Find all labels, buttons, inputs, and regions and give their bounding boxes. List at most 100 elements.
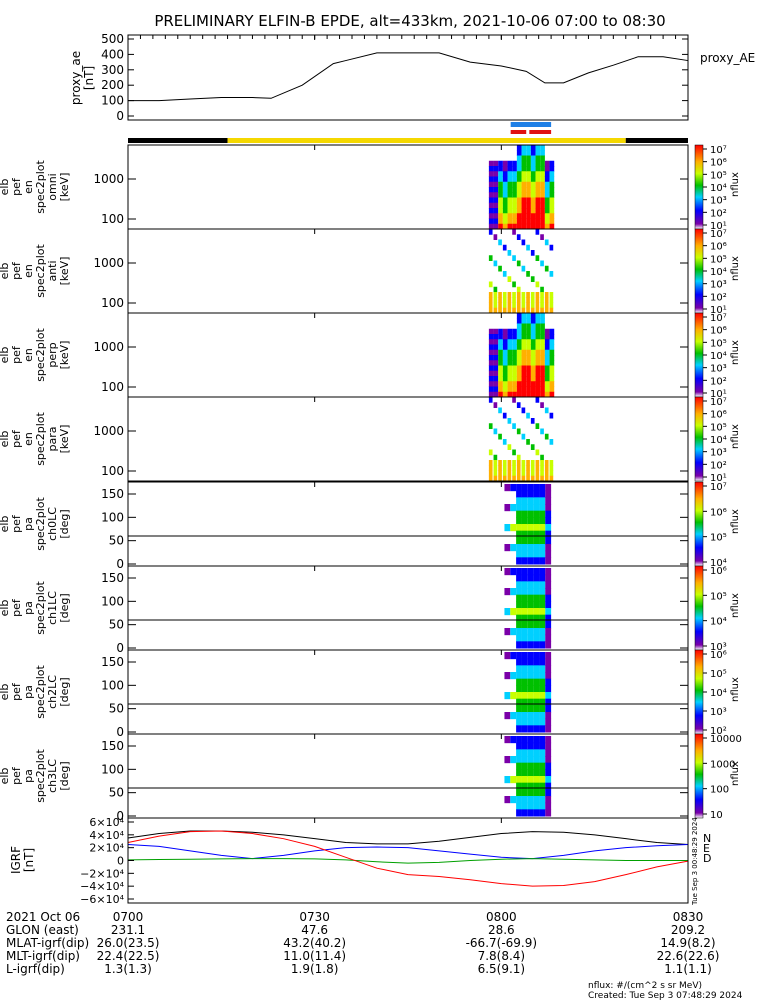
heatmap-cell [498,386,503,393]
heatmap-cell [510,524,517,532]
heatmap-cell [521,568,528,576]
heatmap-cell [507,197,513,204]
heatmap-cell [527,510,534,518]
heatmap-cell [521,665,528,673]
heatmap-cell [549,197,555,204]
heatmap-cell [493,344,499,351]
y-axis-label-line: spec2plot [34,581,47,635]
heatmap-cell [539,652,546,660]
y-tick-label: 100 [101,212,124,226]
heatmap-cell [526,307,530,314]
heatmap-cell [540,166,545,172]
heatmap-cell [516,736,522,744]
heatmap-cell [527,568,534,576]
heatmap-cell [527,776,534,784]
heatmap-cell [533,712,540,720]
colorbar-tick-label: 10⁷ [710,145,727,156]
heatmap-cell [549,344,555,351]
heatmap-cell [507,223,513,230]
panel-elb_pef_pa_spec2plot_ch1LC: 150 100 50 0 elbpefpaspec2plotch1LC[deg] 10⁶ 1… [0,565,741,655]
heatmap-cell [488,292,493,298]
xaxis-row-value: 6.5(9.1) [478,962,526,976]
colorbar-label: nflux [730,256,741,281]
heatmap-cell [516,328,522,335]
heatmap-cell [549,381,555,387]
y-axis-label-line: [nT] [82,66,96,90]
heatmap-cell [526,376,531,382]
heatmap-cell [510,484,517,492]
colorbar-tick-label: 10² [710,376,727,387]
y-axis-label: proxy_ae[nT] [69,51,96,105]
heatmap-cell [526,181,531,188]
heatmap-cell [521,218,527,225]
heatmap-cell [544,465,549,471]
heatmap-cell [535,229,540,235]
heatmap-cell [498,176,503,183]
heatmap-cell [540,328,545,335]
heatmap-cell [539,749,546,757]
heatmap-cell [535,460,540,466]
heatmap-cell [527,749,534,757]
y-tick-label: 0 [116,641,124,655]
colorbar-tick-label: 10⁶ [710,650,727,661]
heatmap-cell [539,742,546,750]
heatmap-cell [545,517,552,525]
heatmap-cell [516,510,522,518]
heatmap-cell [533,725,540,733]
heatmap-cell [488,449,493,456]
heatmap-cell [535,381,541,387]
colorbar-tick-label: 1000 [710,759,735,770]
heatmap-cell [545,641,552,649]
heatmap-cell [502,370,508,377]
heatmap-cell [549,386,555,393]
heatmap-cell [493,160,499,167]
heatmap-cell [530,386,536,393]
heatmap-cell [526,328,531,335]
heatmap-cell [533,692,540,700]
heatmap-cell [539,628,546,636]
heatmap-cell [540,428,544,435]
heatmap-cell [488,397,493,403]
heatmap-cell [540,150,545,156]
heatmap-cell [549,208,555,214]
heatmap-cell [498,202,503,209]
heatmap-cell [521,762,528,770]
xaxis-row-value: 14.9(8.2) [660,936,715,950]
y-axis-label-line: spec2plot [34,328,47,382]
heatmap-cell [545,557,552,565]
heatmap-cell [493,307,498,314]
heatmap-cell [539,802,546,810]
heatmap-cell [504,588,511,596]
heatmap-cell [521,176,527,183]
heatmap-cell [526,208,531,214]
heatmap-cell [535,223,541,230]
heatmap-cell [530,418,535,424]
heatmap-cell [544,433,549,440]
heatmap-cell [549,412,554,419]
heatmap-cell [545,712,552,720]
heatmap-cell [498,171,503,177]
heatmap-cell [521,725,528,733]
heatmap-cell [498,465,502,471]
heatmap-cell [516,386,522,393]
heatmap-cell [545,608,552,616]
xaxis-row-label: MLAT-igrf(dip) [6,936,89,950]
heatmap-cell [530,218,536,225]
heatmap-cell [516,475,521,482]
heatmap-cell [526,365,531,372]
heatmap-cell [512,166,517,172]
heatmap-cell [533,782,540,790]
heatmap-cell [512,297,516,303]
heatmap-cell [535,465,540,471]
heatmap-cell [516,365,522,372]
heatmap-cell [510,736,517,744]
heatmap-cell [507,187,513,193]
y-axis-label-line: para [46,427,59,452]
y-axis-label-line: [keV] [58,173,71,202]
heatmap-cell [545,652,552,660]
heatmap-cell [502,475,507,482]
heatmap-cell [540,386,545,393]
panel-elb_pef_en_spec2plot_anti: 1000100elbpefenspec2plotanti[keV]10⁷10⁶1… [0,228,741,316]
xaxis-row-value: 0700 [113,910,144,924]
heatmap-cell [533,601,540,609]
